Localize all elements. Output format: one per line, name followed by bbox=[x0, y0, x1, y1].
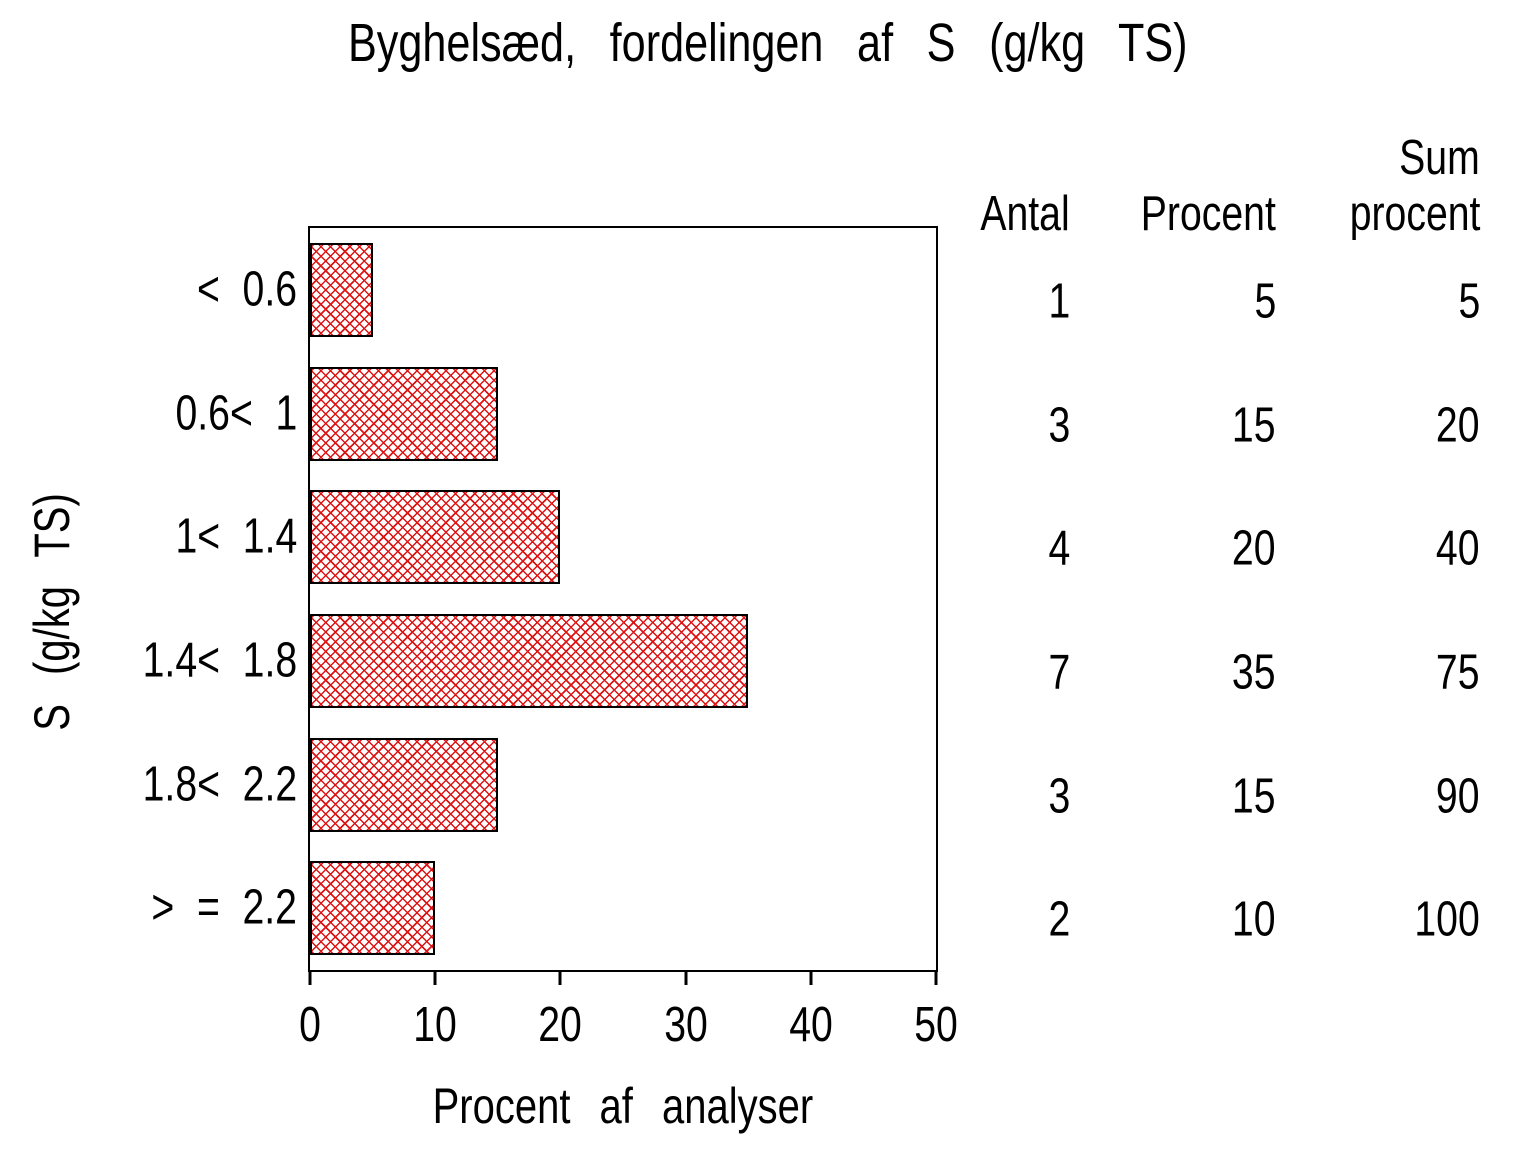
table-cell: 100 bbox=[1398, 892, 1480, 947]
table-column-header: Antal bbox=[958, 190, 1070, 239]
x-tick-mark bbox=[934, 972, 938, 985]
bar bbox=[310, 861, 436, 956]
x-tick-label: 20 bbox=[533, 1001, 588, 1050]
y-axis-category-labels: < 0.6 0.6< 1 1< 1.4 1.4< 1.8 1.8< 2.2 > = 2.2 bbox=[0, 228, 297, 970]
table-cell: 90 bbox=[1425, 772, 1480, 821]
table-cell: 15 bbox=[1221, 401, 1276, 450]
x-axis-ticks bbox=[308, 972, 938, 986]
x-axis-title-text: Procent af analyser bbox=[432, 1078, 814, 1134]
table-cell: 3 bbox=[1043, 401, 1070, 450]
y-category-label-text: 1.4< 1.8 bbox=[142, 633, 297, 688]
table-column-header-text: Antal bbox=[980, 187, 1070, 241]
y-category-label-text: 1.8< 2.2 bbox=[142, 757, 297, 811]
table-cell: 40 bbox=[1425, 521, 1480, 576]
y-category-label: 1< 1.4 bbox=[145, 509, 297, 564]
table-cell-text: 5 bbox=[1458, 274, 1480, 329]
table-cell: 2 bbox=[1043, 892, 1070, 947]
x-tick-label: 0 bbox=[296, 1001, 323, 1050]
x-tick-label: 50 bbox=[909, 1001, 964, 1050]
table-column-header: procent bbox=[1317, 190, 1480, 239]
y-category-label: < 0.6 bbox=[172, 265, 297, 314]
table-cell-text: 35 bbox=[1232, 645, 1276, 700]
x-tick-label-text: 50 bbox=[914, 998, 958, 1052]
y-category-label: 0.6< 1 bbox=[145, 389, 297, 438]
table-cell: 7 bbox=[1043, 648, 1070, 697]
x-tick-mark bbox=[684, 972, 688, 985]
table-column-header-text: Sum bbox=[1399, 131, 1480, 185]
x-tick-label-text: 20 bbox=[538, 998, 583, 1052]
table-cell-text: 2 bbox=[1048, 892, 1070, 947]
table-cell-text: 15 bbox=[1232, 769, 1276, 823]
table-cell-text: 5 bbox=[1254, 274, 1276, 329]
table-cell-text: 90 bbox=[1436, 769, 1480, 823]
table-cell: 20 bbox=[1425, 401, 1480, 450]
x-tick-label: 30 bbox=[658, 1001, 713, 1050]
table-cell: 20 bbox=[1221, 521, 1276, 576]
table-cell: 35 bbox=[1221, 648, 1276, 697]
x-tick-label: 10 bbox=[408, 1001, 463, 1050]
y-category-label: > = 2.2 bbox=[115, 880, 297, 935]
y-category-label-text: 0.6< 1 bbox=[175, 386, 297, 440]
table-cell-text: 15 bbox=[1232, 398, 1276, 452]
x-axis-title: Procent af analyser bbox=[308, 1081, 938, 1131]
table-column-header: Sum bbox=[1379, 134, 1480, 183]
x-tick-label-text: 10 bbox=[413, 998, 457, 1052]
table-cell-text: 7 bbox=[1048, 645, 1070, 700]
table-cell: 5 bbox=[1249, 277, 1276, 326]
x-axis-tick-labels: 0 10 20 30 40 50 bbox=[299, 1001, 958, 1053]
x-tick-label-text: 40 bbox=[788, 998, 833, 1052]
x-tick-label-text: 30 bbox=[663, 998, 708, 1052]
y-category-label-text: 1< 1.4 bbox=[175, 509, 297, 564]
table-cell-text: 3 bbox=[1048, 398, 1070, 452]
x-tick-mark bbox=[809, 972, 813, 985]
x-tick-label: 40 bbox=[784, 1001, 839, 1050]
plot-area bbox=[308, 226, 938, 972]
y-category-label: 1.8< 2.2 bbox=[104, 760, 297, 809]
table-cell-text: 20 bbox=[1436, 398, 1480, 452]
table-cell: 3 bbox=[1043, 772, 1070, 821]
table-column-header: Procent bbox=[1107, 190, 1276, 239]
table-cell-text: 1 bbox=[1048, 274, 1070, 329]
bar bbox=[310, 366, 498, 461]
chart-title-text: Byghelsæd, fordelingen af S (g/kg TS) bbox=[348, 13, 1188, 73]
table-cell-text: 3 bbox=[1048, 769, 1070, 823]
table-cell-text: 4 bbox=[1048, 521, 1070, 576]
table-cell: 75 bbox=[1425, 648, 1480, 697]
chart-title: Byghelsæd, fordelingen af S (g/kg TS) bbox=[0, 16, 1536, 70]
bar bbox=[310, 613, 749, 708]
y-category-label-text: < 0.6 bbox=[196, 262, 297, 317]
table-cell: 1 bbox=[1043, 277, 1070, 326]
x-tick-mark bbox=[558, 972, 562, 985]
bar bbox=[310, 242, 373, 337]
table-cell-text: 20 bbox=[1232, 521, 1276, 576]
table-cell: 5 bbox=[1453, 277, 1480, 326]
table-cell-text: 75 bbox=[1436, 645, 1480, 700]
table-cell-text: 40 bbox=[1436, 521, 1480, 576]
x-tick-mark bbox=[433, 972, 437, 985]
table-column-header-text: procent bbox=[1349, 187, 1480, 241]
bar bbox=[310, 737, 498, 832]
table-cell-text: 100 bbox=[1414, 892, 1480, 947]
table-cell-text: 10 bbox=[1232, 892, 1276, 947]
table-cell: 4 bbox=[1043, 521, 1070, 576]
table-cell: 15 bbox=[1221, 772, 1276, 821]
bar bbox=[310, 490, 561, 585]
table-column-header-text: Procent bbox=[1140, 187, 1276, 241]
x-tick-label-text: 0 bbox=[299, 998, 321, 1052]
table-cell: 10 bbox=[1221, 892, 1276, 947]
x-tick-mark bbox=[308, 972, 312, 985]
y-category-label: 1.4< 1.8 bbox=[104, 636, 297, 685]
y-category-label-text: > = 2.2 bbox=[151, 880, 297, 935]
